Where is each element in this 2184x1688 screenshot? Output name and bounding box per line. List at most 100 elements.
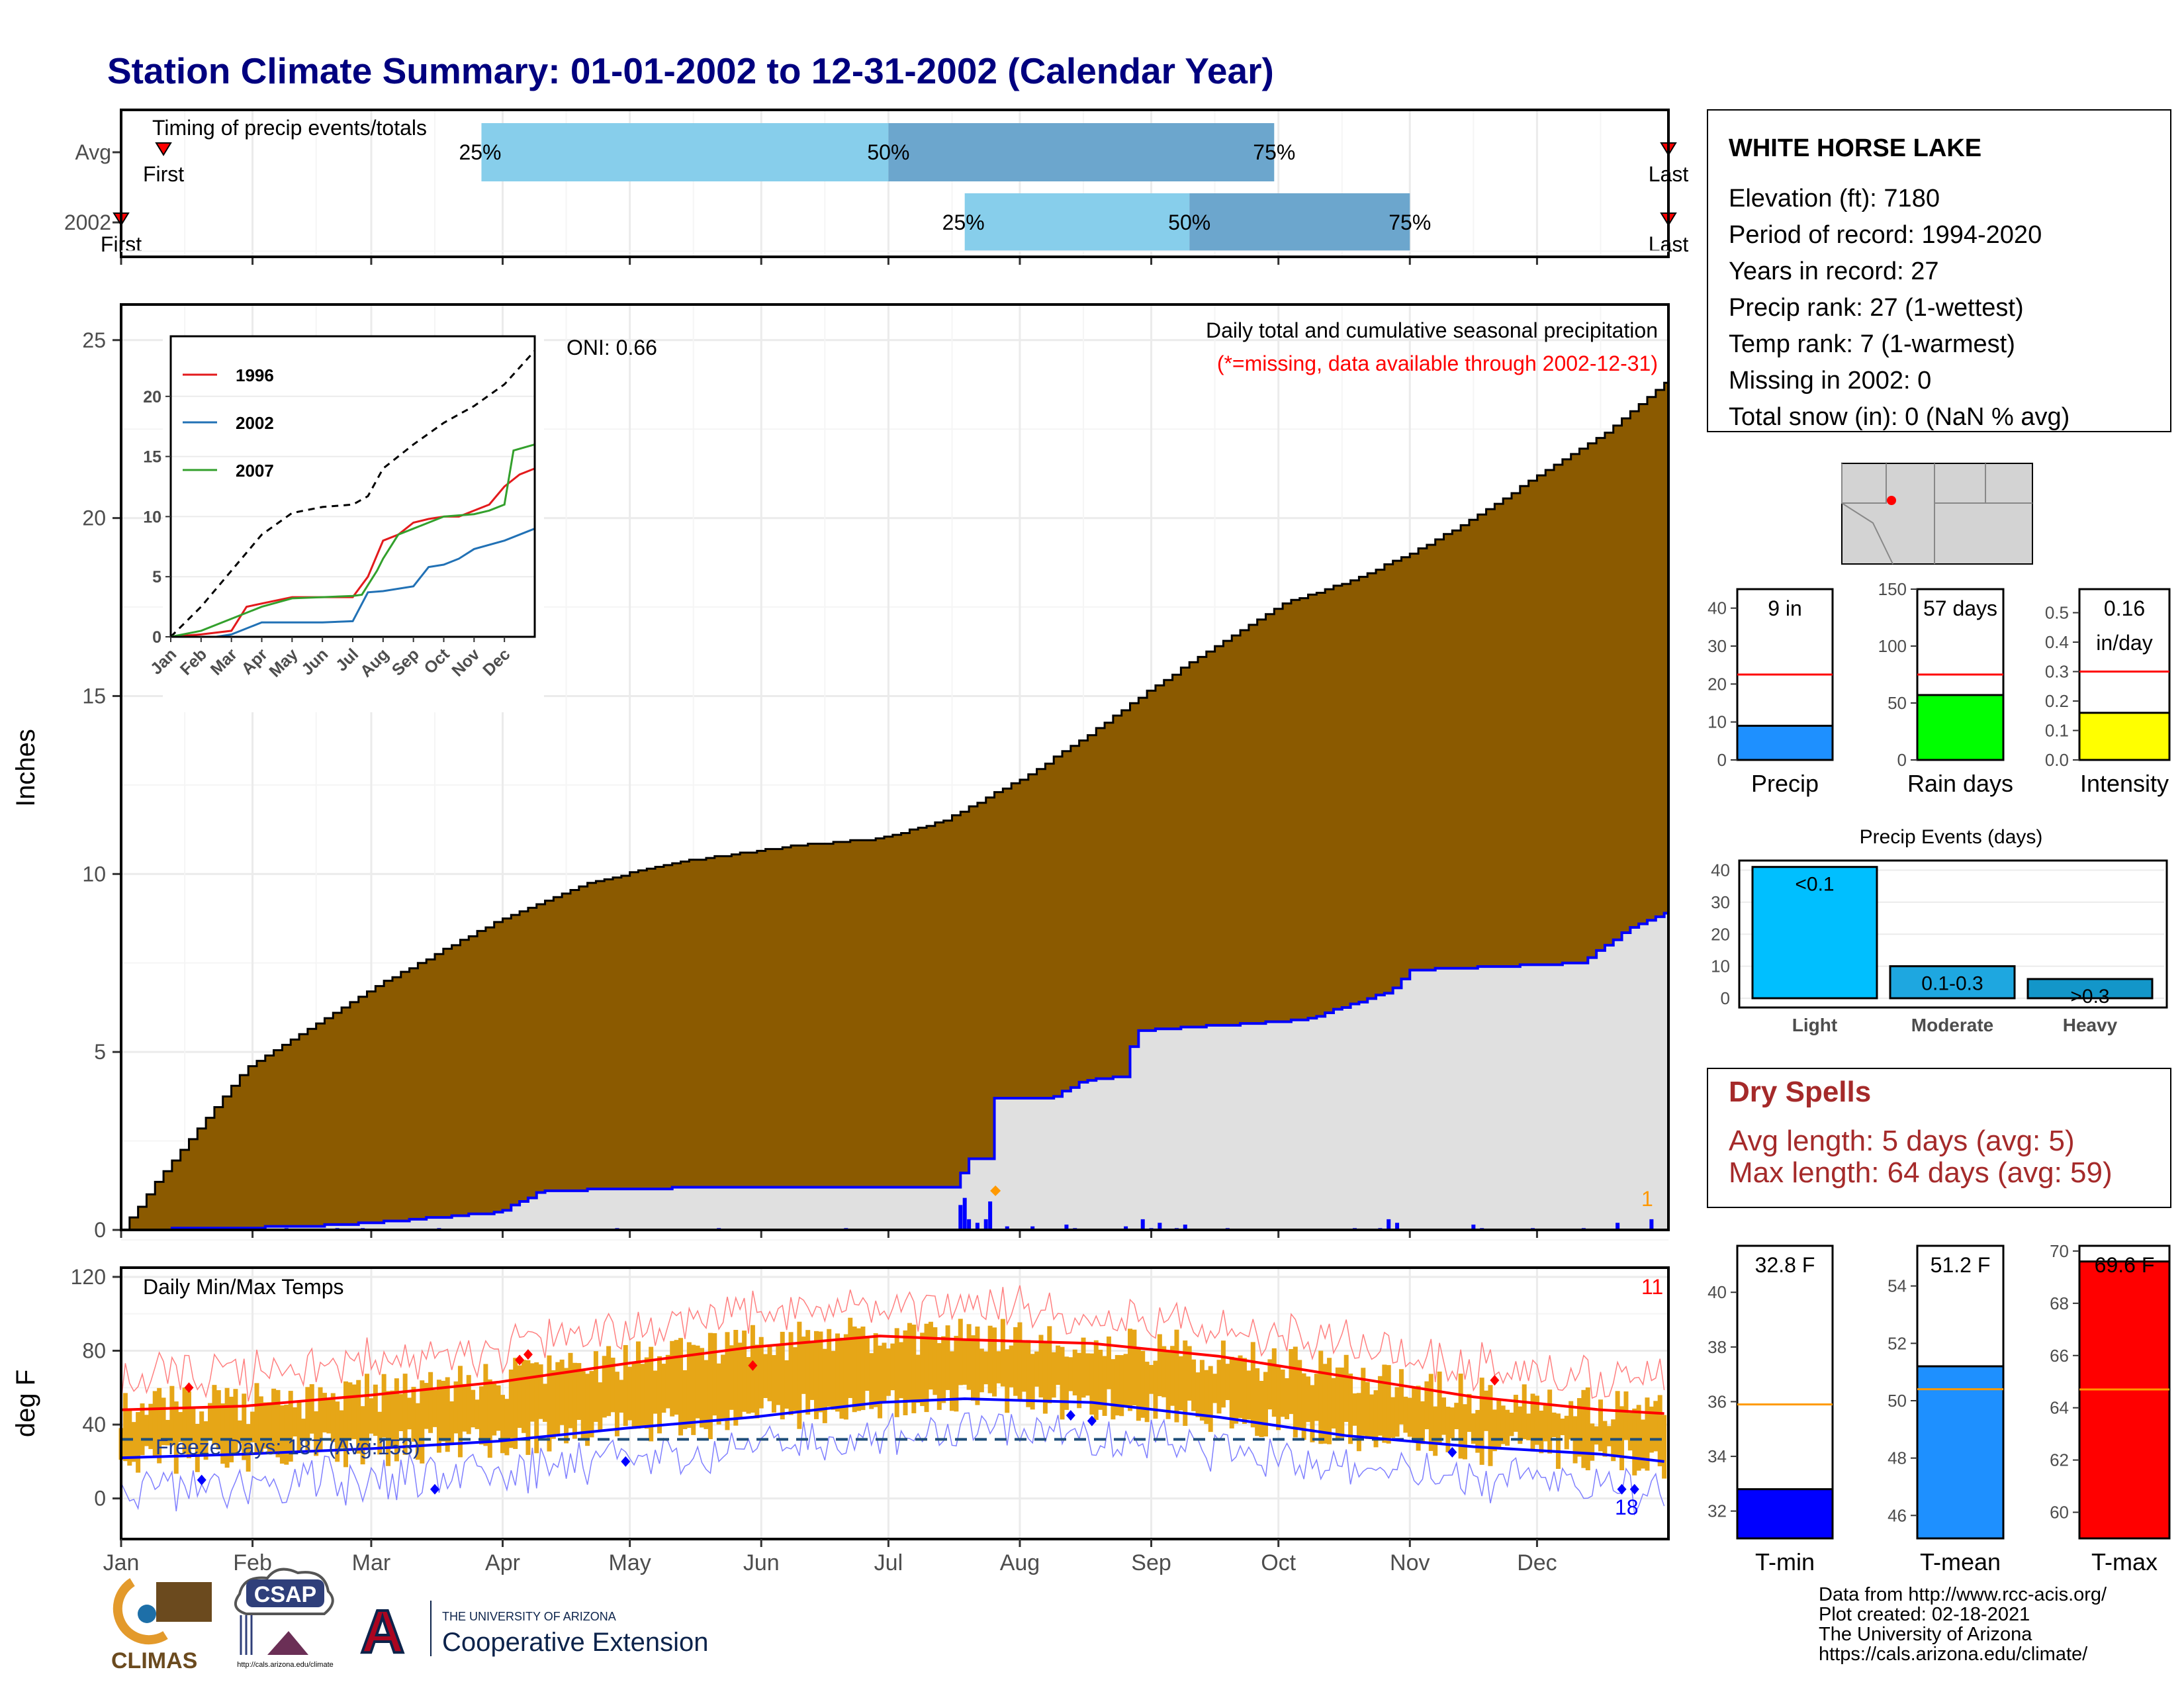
record-low-marker	[1629, 1483, 1639, 1495]
month-label: Jun	[743, 1550, 780, 1575]
gauge-category-label: Precip	[1751, 770, 1819, 797]
record-high-marker	[523, 1349, 533, 1360]
daily-temp-bar	[979, 1348, 984, 1393]
daily-temp-bar	[966, 1324, 972, 1390]
daily-temp-bar	[1276, 1365, 1281, 1430]
daily-temp-bar	[852, 1326, 857, 1413]
temp-border	[120, 1266, 1670, 1540]
daily-temp-bar	[1471, 1413, 1476, 1444]
daily-temp-bar	[936, 1342, 942, 1410]
timing-label-50: 50%	[1168, 211, 1210, 234]
daily-temp-bar	[864, 1336, 870, 1391]
precip-subtitle: (*=missing, data available through 2002-…	[1217, 352, 1658, 375]
daily-temp-bar	[678, 1338, 684, 1436]
daily-temp-bar	[1560, 1418, 1565, 1436]
daily-temp-bar	[263, 1402, 268, 1449]
daily-temp-bar	[983, 1351, 989, 1385]
daily-temp-bar	[992, 1327, 997, 1397]
daily-temp-bar	[1191, 1359, 1197, 1411]
timing-bar-25-50	[964, 193, 1190, 252]
daily-temp-bar	[682, 1370, 688, 1429]
daily-temp-bar	[173, 1401, 179, 1474]
daily-temp-bar	[746, 1357, 751, 1414]
daily-temp-bar	[924, 1323, 929, 1413]
daily-temp-bar	[1327, 1358, 1332, 1444]
daily-temp-bar	[813, 1331, 819, 1419]
gauge-ytick-label: 40	[1707, 1282, 1727, 1302]
inset-ytick-label: 15	[143, 448, 161, 467]
daily-temp-bar	[398, 1393, 404, 1432]
daily-temp-bar	[1144, 1362, 1150, 1423]
daily-temp-bar	[220, 1403, 226, 1464]
daily-temp-bar	[1492, 1409, 1497, 1452]
daily-precip-bar	[983, 1219, 988, 1230]
timing-bar-50-75	[888, 123, 1275, 181]
gauge-ytick-label: 70	[2050, 1241, 2069, 1261]
daily-temp-bar	[882, 1342, 887, 1403]
daily-temp-bar	[1555, 1413, 1561, 1469]
month-label: Dec	[1517, 1550, 1557, 1575]
daily-temp-bar	[169, 1385, 175, 1446]
daily-temp-bar	[432, 1389, 437, 1427]
record-low-marker	[621, 1456, 631, 1467]
daily-temp-bar	[1445, 1407, 1451, 1452]
daily-temp-bar	[208, 1403, 213, 1440]
daily-temp-bar	[1102, 1356, 1107, 1416]
gauge-ytick-label: 50	[1888, 1391, 1907, 1411]
daily-temp-bar	[742, 1331, 747, 1412]
timing-bar-50-75	[1189, 193, 1410, 252]
inset-legend-label: 2007	[236, 461, 274, 481]
daily-temp-bar	[1576, 1398, 1582, 1457]
daily-temp-bar	[576, 1363, 582, 1420]
temp-ytick-label: 120	[71, 1265, 106, 1289]
daily-temp-bar	[1551, 1412, 1557, 1438]
daily-temp-bar	[453, 1381, 459, 1434]
daily-temp-bar	[1598, 1399, 1604, 1452]
daily-precip-bar	[1183, 1224, 1187, 1230]
daily-precip-bar	[1615, 1223, 1620, 1230]
daily-temp-bar	[619, 1380, 624, 1413]
daily-temp-bar	[161, 1397, 166, 1446]
ua-logo-letter: A	[361, 1598, 404, 1665]
daily-temp-bar	[178, 1412, 183, 1442]
gauge-ytick-label: 64	[2050, 1398, 2069, 1418]
daily-temp-bar	[1623, 1391, 1629, 1440]
daily-temp-bar	[1047, 1326, 1052, 1403]
daily-temp-bar	[1081, 1337, 1086, 1398]
gauge-ytick-label: 60	[2050, 1503, 2069, 1523]
daily-temp-bar	[1042, 1342, 1048, 1414]
daily-temp-bar	[1165, 1350, 1171, 1419]
daily-temp-bar	[707, 1333, 713, 1440]
daily-temp-bar	[1373, 1390, 1379, 1448]
timing-label-25: 25%	[942, 211, 985, 234]
timing-label-75: 75%	[1253, 140, 1295, 164]
gauge-ytick-label: 68	[2050, 1293, 2069, 1313]
daily-temp-bar	[1140, 1350, 1146, 1418]
daily-temp-bar	[725, 1332, 730, 1430]
daily-temp-bar	[543, 1383, 548, 1422]
gauge-bar	[1916, 1365, 2005, 1540]
gauge-category-label: Rain days	[1907, 770, 2013, 797]
daily-temp-bar	[237, 1420, 242, 1444]
daily-temp-bar	[1594, 1426, 1599, 1445]
daily-temp-bar	[1289, 1348, 1294, 1415]
daily-precip-bar	[988, 1201, 993, 1230]
inset-series-line	[171, 528, 535, 638]
daily-temp-bar	[1627, 1413, 1633, 1451]
daily-temp-bar	[449, 1401, 455, 1446]
daily-temp-bar	[343, 1381, 348, 1468]
daily-temp-bar	[471, 1389, 476, 1428]
daily-temp-bar	[644, 1357, 649, 1429]
gauge-ytick-label: 0.3	[2045, 662, 2069, 682]
daily-temp-bar	[165, 1420, 170, 1446]
daily-temp-bar	[373, 1384, 378, 1436]
daily-temp-bar	[293, 1407, 298, 1437]
events-ytick-label: 40	[1711, 861, 1730, 880]
daily-temp-bar	[1246, 1370, 1251, 1420]
month-label: Aug	[1000, 1550, 1040, 1575]
daily-temp-bar	[140, 1403, 145, 1456]
daily-temp-bar	[987, 1325, 993, 1393]
daily-temp-bar	[610, 1357, 615, 1413]
daily-temp-bar	[1005, 1349, 1010, 1413]
daily-temp-bar	[614, 1372, 619, 1436]
